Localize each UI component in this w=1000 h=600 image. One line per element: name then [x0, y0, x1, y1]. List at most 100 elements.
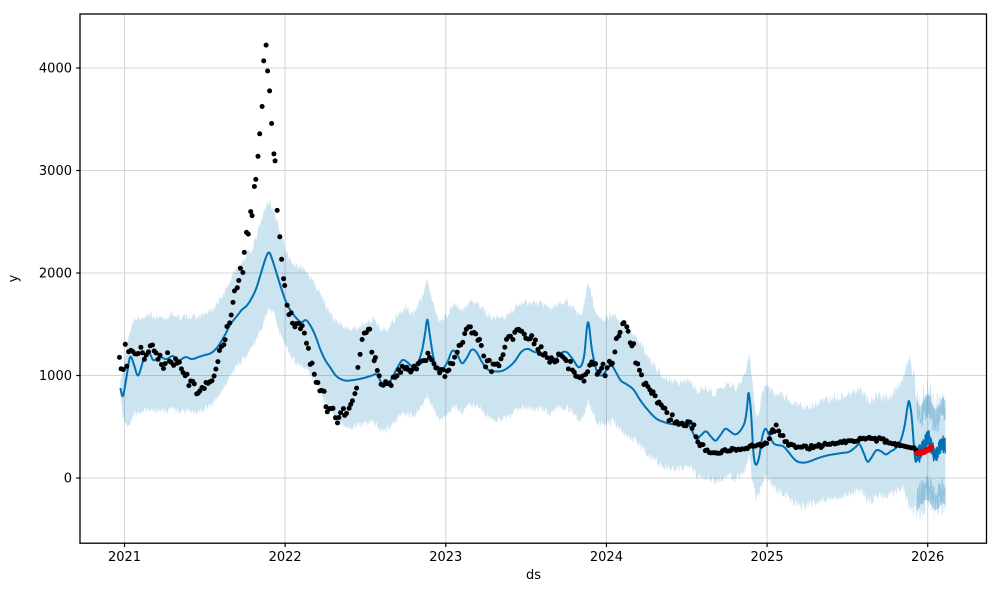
observed-point [288, 310, 294, 316]
observed-point [249, 213, 255, 219]
observed-point [510, 337, 516, 342]
observed-point [565, 366, 571, 372]
observed-point [547, 359, 553, 365]
observed-point [222, 337, 228, 343]
observed-point [380, 382, 386, 388]
observed-point [173, 356, 179, 362]
observed-point [609, 360, 615, 366]
observed-point [687, 419, 693, 425]
observed-point [367, 326, 373, 332]
observed-point [146, 349, 151, 355]
observed-point [359, 337, 365, 342]
observed-point [216, 348, 222, 353]
observed-point [398, 369, 404, 375]
observed-point [764, 440, 770, 446]
observed-point [165, 350, 171, 356]
observed-point [251, 184, 257, 189]
axes: 2021 2022 2023 2024 2025 2026 0 1000 2000 3000 400… [39, 13, 988, 565]
observed-points [117, 42, 919, 456]
observed-point [138, 344, 144, 350]
observed-point [500, 352, 506, 358]
observed-point [683, 423, 689, 429]
observed-point [635, 361, 641, 367]
observed-point [234, 285, 240, 291]
observed-point [700, 442, 706, 448]
observed-point [267, 88, 273, 94]
observed-point [423, 358, 429, 364]
observed-point [529, 333, 535, 339]
observed-point [784, 439, 789, 445]
observed-point [369, 349, 375, 355]
observed-point [335, 420, 340, 426]
observed-point [593, 361, 598, 367]
observed-point [349, 398, 355, 404]
grid [80, 14, 987, 544]
observed-point [272, 158, 278, 164]
observed-point [585, 369, 591, 375]
y-tick-label: 4000 [39, 62, 72, 77]
observed-point [625, 328, 631, 334]
observed-point [357, 351, 363, 357]
observed-point [600, 361, 606, 367]
observed-point [158, 362, 164, 367]
observed-point [277, 234, 283, 240]
observed-point [299, 323, 305, 329]
observed-point [245, 231, 251, 237]
observed-point [201, 386, 207, 391]
observed-point [186, 383, 192, 389]
observed-point [346, 405, 352, 411]
observed-point [340, 406, 346, 412]
observed-point [440, 367, 446, 373]
observed-point [496, 363, 502, 369]
observed-point [662, 405, 668, 411]
observed-point [141, 356, 147, 362]
forecast-line-future-oscillation [916, 430, 946, 463]
observed-point [531, 341, 537, 347]
band-edge-streaks [916, 476, 946, 512]
recent-observed-points [914, 444, 935, 457]
observed-point [434, 365, 440, 371]
observed-point [442, 374, 448, 380]
observed-point [669, 412, 675, 418]
observed-point [315, 380, 321, 386]
observed-point [157, 352, 163, 358]
uncertainty-band-area [120, 199, 946, 525]
observed-point [452, 354, 458, 360]
observed-point [241, 249, 247, 255]
observed-point [354, 385, 360, 391]
observed-point [284, 302, 290, 308]
observed-point [352, 391, 358, 397]
observed-point [637, 367, 642, 373]
observed-point [450, 361, 456, 367]
observed-point [429, 357, 435, 363]
observed-point [263, 42, 269, 48]
observed-point [624, 324, 630, 330]
observed-point [521, 331, 527, 337]
observed-point [460, 339, 466, 345]
observed-point [301, 330, 307, 336]
observed-point [274, 207, 280, 213]
observed-point [668, 417, 674, 423]
observed-point [221, 342, 227, 348]
observed-point [271, 151, 277, 157]
x-tick-label: 2026 [911, 550, 944, 565]
observed-point [664, 410, 670, 416]
observed-point [311, 371, 317, 377]
observed-point [481, 353, 487, 359]
observed-point [571, 369, 577, 375]
observed-point [279, 256, 285, 262]
observed-point [535, 347, 541, 352]
observed-point [766, 436, 772, 442]
x-tick-label: 2022 [269, 550, 302, 565]
observed-point [161, 366, 166, 371]
observed-point [478, 343, 484, 348]
observed-point [532, 337, 538, 343]
observed-point [414, 366, 420, 372]
observed-point [568, 359, 573, 364]
observed-point [211, 373, 217, 379]
observed-point [309, 360, 315, 366]
observed-point [237, 265, 243, 271]
observed-point [355, 365, 361, 370]
observed-point [695, 439, 701, 445]
